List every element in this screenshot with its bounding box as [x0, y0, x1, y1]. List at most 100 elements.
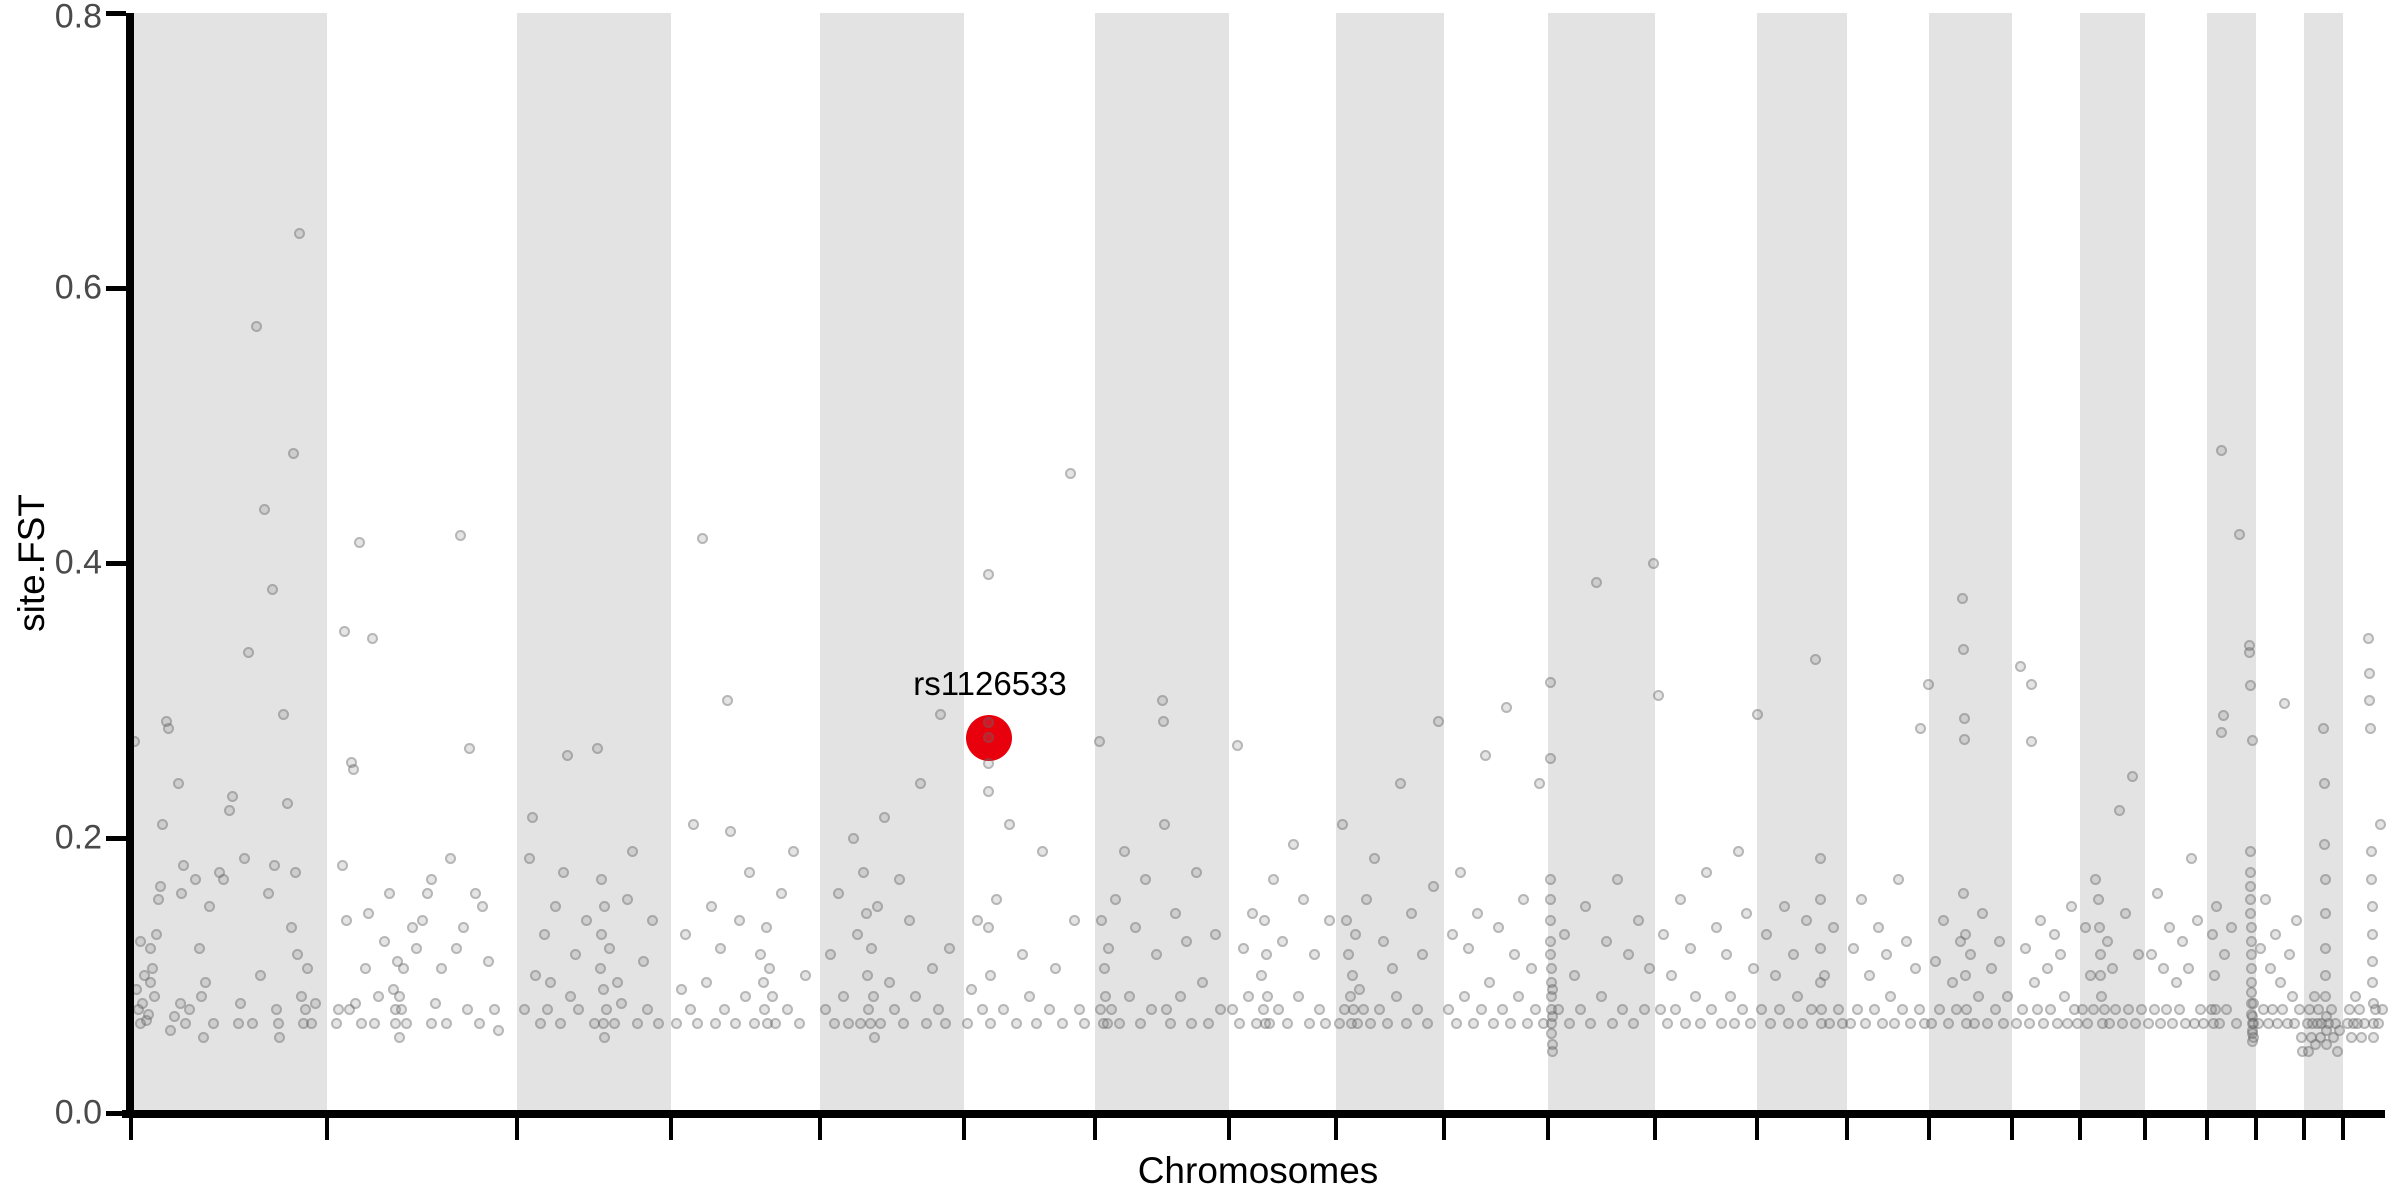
data-point [2026, 678, 2038, 690]
data-point [247, 1018, 259, 1030]
data-point [675, 983, 687, 995]
data-point [637, 956, 649, 968]
data-point [1124, 990, 1136, 1002]
data-point [627, 846, 638, 858]
data-point [2365, 722, 2377, 734]
data-point [1160, 1004, 1172, 1016]
data-point [369, 1018, 380, 1030]
data-point [1823, 1018, 1835, 1030]
data-point [2345, 1031, 2357, 1043]
data-point [766, 990, 778, 1002]
data-point [278, 708, 290, 720]
data-point [233, 1018, 245, 1030]
data-point [1258, 915, 1270, 926]
data-point [1030, 1018, 1042, 1030]
data-point [340, 915, 352, 926]
x-tick-mark [2254, 1118, 2258, 1140]
y-tick-label: 0.0 [54, 1093, 102, 1132]
data-point [1262, 990, 1274, 1002]
data-point [227, 791, 239, 803]
data-point [1411, 1004, 1423, 1016]
data-point [1989, 1004, 2001, 1016]
data-point [781, 1004, 793, 1016]
data-point [597, 1018, 609, 1030]
data-point [1864, 970, 1876, 981]
data-point [2213, 1018, 2225, 1030]
data-point [2264, 963, 2276, 975]
data-point [769, 1018, 781, 1030]
data-point [309, 997, 321, 1009]
data-point [984, 1018, 996, 1030]
data-point [483, 956, 494, 968]
data-point [2325, 1004, 2337, 1016]
data-point [1930, 956, 1942, 968]
data-point [1729, 1018, 1741, 1030]
y-tick-label: 0.6 [54, 268, 102, 307]
data-point [2244, 866, 2256, 878]
data-point [268, 860, 280, 871]
data-point [1700, 866, 1712, 878]
data-point [1191, 866, 1203, 878]
data-point [1569, 970, 1581, 981]
data-point [1661, 1018, 1673, 1030]
data-point [1260, 949, 1272, 961]
data-point [1805, 1004, 1817, 1016]
data-point [1546, 1011, 1558, 1023]
data-point [1352, 1018, 1364, 1030]
data-point [898, 1018, 910, 1030]
x-tick-mark [962, 1118, 966, 1140]
data-point [389, 1018, 401, 1030]
data-point [2247, 1031, 2259, 1043]
data-point [2032, 1004, 2044, 1016]
data-point [2129, 1018, 2141, 1030]
data-point [1459, 990, 1471, 1002]
data-point [435, 963, 447, 975]
data-point [235, 997, 247, 1009]
data-point [1724, 990, 1736, 1002]
data-point [2260, 894, 2272, 906]
data-point [596, 873, 608, 885]
data-point [705, 901, 717, 913]
data-point [2319, 908, 2331, 920]
data-point [1844, 1018, 1856, 1030]
data-point [2269, 928, 2281, 940]
data-point [2356, 1031, 2368, 1043]
data-point [1558, 928, 1570, 940]
data-point [1752, 708, 1764, 720]
data-point [198, 1031, 210, 1043]
data-point [2230, 1018, 2242, 1030]
data-point [441, 1018, 453, 1030]
data-point [2274, 976, 2286, 988]
data-point [759, 1004, 771, 1016]
data-point [596, 928, 608, 940]
data-point [787, 846, 799, 858]
data-point [879, 811, 891, 823]
data-point [2092, 894, 2104, 906]
data-point [976, 1004, 988, 1016]
data-point [983, 732, 995, 744]
data-point [1737, 1004, 1749, 1016]
data-point [2071, 1018, 2083, 1030]
data-point [1612, 873, 1624, 885]
data-point [2065, 901, 2077, 913]
data-point [348, 763, 360, 775]
data-point [1395, 777, 1407, 789]
data-point [1680, 1018, 1692, 1030]
data-point [883, 976, 895, 988]
data-point [1601, 935, 1613, 947]
data-point [837, 990, 849, 1002]
x-tick-mark [1334, 1118, 1338, 1140]
data-point [1638, 1004, 1650, 1016]
data-point [2366, 873, 2378, 885]
data-point [603, 942, 615, 954]
data-point [2376, 1004, 2388, 1016]
data-point [2320, 990, 2332, 1002]
data-point [1427, 880, 1439, 892]
data-point [2247, 997, 2259, 1009]
data-point [258, 503, 270, 515]
data-point [1422, 1018, 1434, 1030]
data-point [591, 743, 603, 755]
data-point [1585, 1018, 1597, 1030]
data-point [2014, 660, 2026, 672]
data-point [863, 1004, 875, 1016]
